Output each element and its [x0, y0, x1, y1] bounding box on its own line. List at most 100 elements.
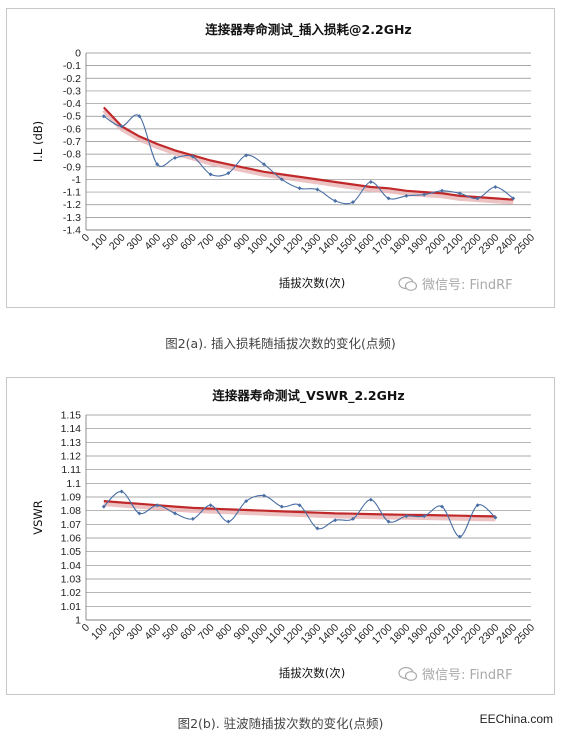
chart1-trend-line [102, 106, 514, 201]
chart2-title: 连接器寿命测试_VSWR_2.2GHz [212, 388, 404, 404]
chart2-ytick-label: 1.15 [61, 410, 82, 422]
chart1-data-point [155, 162, 160, 167]
chart2-data-point [262, 493, 266, 498]
chart-insertion-loss: 连接器寿命测试_插入损耗@2.2GHz 0 -0.1 -0.2 -0.3 -0.4 -0.5… [6, 8, 555, 308]
chart2-data-point [119, 489, 124, 494]
chart2-data-point [244, 499, 249, 504]
chart-insertion-loss-svg: 连接器寿命测试_插入损耗@2.2GHz 0-0.1-0.2-0.3-0.4-0.5… [31, 22, 537, 290]
chart1-xtick-label: 2500 [512, 232, 537, 257]
chart2-data-point [208, 503, 213, 508]
chart1-xtick-label: 300 [125, 232, 146, 253]
chart1-x-axis-label: 插拔次数(次) [279, 276, 345, 290]
chart2-data-point [404, 514, 409, 519]
chart1-data-point [244, 153, 249, 158]
chart1-xtick-label: 200 [107, 232, 128, 253]
chart2-data-point [386, 519, 391, 524]
chart1-xtick-label: 600 [178, 232, 199, 253]
chart2-data-point [101, 504, 106, 509]
chart1-xtick-label: 800 [214, 232, 235, 253]
chart2-ytick-label: 1.08 [61, 505, 82, 517]
chart1-ytick-label: 0 [75, 48, 81, 60]
watermark-a: 微信号: FindRF [398, 274, 513, 293]
chart2-data-point [173, 511, 177, 516]
chart2-xtick-label: 2500 [512, 622, 537, 647]
chart2-data-point [315, 526, 320, 531]
chart1-data-point [475, 196, 480, 201]
chart1-ytick-label: -0.6 [63, 123, 81, 135]
chart1-ytick-label: -0.2 [63, 73, 81, 85]
chart1-xtick-label: 100 [89, 232, 110, 253]
chart1-trend-band [102, 109, 514, 205]
chart1-ytick-label: -1.3 [63, 212, 81, 224]
chart1-data-point [404, 193, 409, 198]
wechat-icon [398, 666, 418, 681]
chart1-data-point [511, 196, 516, 201]
chart1-ytick-label: -0.5 [63, 111, 81, 123]
chart2-ytick-label: 1.09 [61, 492, 82, 504]
chart1-data-point [137, 114, 142, 119]
figure-caption-b: 图2(b). 驻波随插拔次数的变化(点频) [177, 716, 384, 731]
chart1-data-point [493, 185, 498, 190]
chart2-y-axis-label: VSWR [31, 500, 45, 535]
chart2-ytick-label: 1.01 [61, 601, 82, 613]
chart2-data-point [422, 514, 427, 519]
chart2-ytick-label: 1.07 [61, 519, 82, 531]
chart2-ytick-label: 1.13 [61, 437, 82, 449]
chart1-data-point [208, 172, 213, 177]
chart1-ytick-label: -0.7 [63, 136, 81, 148]
chart2-data-point [440, 504, 444, 509]
chart2-data-point [493, 515, 498, 520]
chart1-title: 连接器寿命测试_插入损耗@2.2GHz [205, 22, 411, 38]
chart2-xtick-label: 400 [142, 622, 163, 643]
chart2-x-axis-label: 插拔次数(次) [279, 666, 345, 680]
chart1-xtick-label: 700 [196, 232, 217, 253]
chart2-data-point [190, 516, 195, 521]
chart2-data-point [457, 534, 462, 539]
chart1-ytick-label: -0.9 [63, 161, 81, 173]
wechat-icon [398, 276, 418, 291]
chart2-data-point [297, 503, 302, 508]
chart1-data-point [279, 177, 284, 182]
chart2-xtick-label: 100 [89, 622, 110, 643]
chart2-ytick-label: 1.04 [61, 560, 82, 572]
figure-caption-a: 图2(a). 插入损耗随插拔次数的变化(点频) [165, 336, 396, 351]
chart1-data-point [190, 154, 195, 159]
chart2-data-point [368, 497, 373, 502]
chart2-data-point [137, 511, 142, 516]
chart1-ytick-label: -1.4 [63, 225, 81, 237]
source-mark: EEChina.com [479, 712, 553, 726]
chart2-xtick-label: 800 [214, 622, 235, 643]
chart1-data-point [262, 162, 266, 167]
chart2-xtick-label: 700 [196, 622, 217, 643]
chart2-ytick-label: 1.12 [61, 451, 82, 463]
chart1-ytick-label: -0.1 [63, 60, 81, 72]
chart1-ytick-label: -0.4 [63, 98, 81, 110]
chart1-data-point [297, 186, 302, 191]
chart2-ytick-label: 1.05 [61, 546, 82, 558]
chart2-trend-band [103, 502, 496, 522]
chart1-ytick-label: -1.1 [63, 187, 81, 199]
chart2-data-point [226, 519, 231, 524]
chart1-data-point [422, 192, 427, 197]
chart2-data-point [351, 516, 355, 521]
chart1-data-point [315, 187, 320, 192]
watermark-a-text: 微信号: FindRF [422, 278, 513, 293]
chart1-ytick-label: -1 [72, 174, 81, 186]
chart1-data-point [457, 191, 462, 196]
chart1-data-point [351, 200, 355, 205]
chart2-data-point [333, 518, 338, 523]
chart2-xtick-label: 300 [125, 622, 146, 643]
chart1-data-point [173, 155, 177, 160]
chart2-data-point [279, 504, 284, 509]
chart2-xtick-label: 600 [178, 622, 199, 643]
chart2-ytick-label: 1.02 [61, 587, 82, 599]
watermark-b-text: 微信号: FindRF [422, 668, 513, 683]
chart1-ytick-label: -1.2 [63, 199, 81, 211]
chart2-trend-line [103, 500, 496, 518]
chart-vswr: 连接器寿命测试_VSWR_2.2GHz 1.15 1.14 1.13 1.12 1.11 1… [6, 377, 555, 695]
chart1-ytick-label: -0.3 [63, 85, 81, 97]
chart2-ytick-label: 1.14 [61, 423, 82, 435]
chart1-data-point [386, 196, 391, 201]
chart2-ytick-label: 1 [75, 615, 81, 627]
chart2-data-point [155, 503, 160, 508]
